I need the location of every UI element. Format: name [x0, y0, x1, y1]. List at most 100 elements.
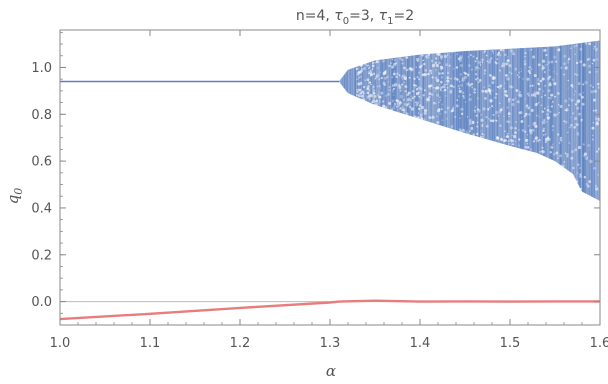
q0-band-speckle — [492, 52, 494, 54]
q0-band-speckle — [481, 135, 485, 139]
q0-band-speckle — [378, 91, 380, 93]
q0-band-speckle — [442, 90, 444, 92]
q0-band-speckle — [401, 108, 404, 112]
q0-band-speckle — [439, 99, 441, 101]
q0-band-speckle — [532, 93, 537, 97]
q0-band-speckle — [415, 101, 419, 105]
q0-band-speckle — [474, 111, 477, 113]
q0-band-speckle — [396, 103, 399, 105]
q0-band-speckle — [451, 51, 454, 54]
q0-band-speckle — [508, 84, 513, 89]
q0-band-speckle — [537, 139, 540, 142]
q0-band-speckle — [399, 57, 402, 60]
q0-band-speckle — [391, 99, 395, 103]
q0-band-speckle — [584, 42, 588, 45]
q0-band-speckle — [355, 67, 359, 71]
q0-band-speckle — [374, 61, 377, 64]
q0-band-speckle — [415, 57, 420, 62]
q0-band-speckle — [533, 121, 537, 126]
q0-band-speckle — [393, 58, 397, 62]
q0-band-speckle — [466, 132, 469, 135]
q0-band-speckle — [478, 110, 481, 113]
q0-band-speckle — [536, 82, 540, 85]
q0-band-speckle — [496, 58, 499, 61]
q0-band-speckle — [398, 84, 402, 88]
q0-band-speckle — [390, 108, 394, 112]
q0-band-speckle — [549, 151, 552, 154]
q0-band-speckle — [368, 89, 371, 92]
q0-band-speckle — [490, 57, 493, 60]
q0-band-speckle — [580, 95, 584, 99]
q0-band-speckle — [405, 112, 409, 116]
q0-band-speckle — [518, 77, 520, 79]
q0-band-speckle — [357, 71, 361, 75]
q0-band-speckle — [356, 73, 360, 76]
q0-band-speckle — [590, 90, 594, 94]
q0-band-speckle — [418, 65, 422, 69]
y-tick-label: 0.6 — [31, 155, 52, 170]
q0-band-speckle — [563, 74, 566, 76]
q0-band-speckle — [549, 82, 551, 84]
q0-band-speckle — [554, 83, 557, 85]
q0-band-speckle — [441, 67, 444, 70]
q0-band-speckle — [533, 91, 537, 95]
q0-band-speckle — [593, 89, 597, 93]
q0-band-speckle — [537, 102, 540, 104]
q0-band-speckle — [463, 96, 465, 99]
q0-band-speckle — [391, 58, 394, 61]
x-tick-label: 1.6 — [590, 336, 608, 351]
q0-band-speckle — [508, 64, 512, 68]
q0-band-speckle — [459, 56, 463, 60]
q0-band-speckle — [362, 92, 365, 95]
q0-band-speckle — [445, 95, 447, 97]
q0-band-speckle — [403, 66, 406, 70]
q0-band-speckle — [377, 77, 381, 81]
q0-band-speckle — [391, 84, 395, 87]
q0-band-speckle — [557, 157, 560, 160]
q0-band-speckle — [543, 119, 546, 122]
q0-band-speckle — [541, 77, 545, 81]
q0-band-speckle — [508, 71, 511, 74]
q0-band-speckle — [576, 172, 579, 174]
q0-band-speckle — [371, 64, 375, 68]
q0-band-speckle — [527, 106, 531, 110]
q0-band-speckle — [560, 164, 564, 168]
q0-band-speckle — [393, 70, 395, 72]
q0-band-speckle — [523, 60, 526, 63]
q0-band-speckle — [596, 120, 599, 123]
q0-band-speckle — [475, 114, 478, 117]
q0-band-speckle — [359, 95, 362, 98]
q0-band-speckle — [387, 81, 390, 83]
q0-band-speckle — [362, 90, 364, 93]
q0-band-speckle — [542, 48, 546, 52]
q0-band-speckle — [579, 60, 583, 64]
q0-band-speckle — [397, 105, 399, 108]
q0-band-speckle — [366, 78, 370, 82]
q0-band-speckle — [460, 112, 464, 116]
q0-band-speckle — [549, 110, 552, 113]
q0-band-speckle — [462, 77, 464, 79]
q0-band-speckle — [594, 109, 597, 112]
q0-band-speckle — [557, 104, 560, 106]
q0-band-speckle — [380, 91, 384, 95]
q0-band-speckle — [355, 93, 359, 97]
q0-band-speckle — [423, 118, 426, 121]
q0-band-speckle — [418, 95, 421, 98]
q0-band-speckle — [368, 71, 373, 75]
q0-band-speckle — [526, 142, 529, 145]
q0-band-speckle — [439, 84, 441, 86]
q0-band-speckle — [546, 116, 550, 120]
q0-band-speckle — [515, 121, 517, 123]
q0-band-speckle — [382, 71, 387, 75]
q0-band-speckle — [469, 83, 472, 86]
q0-band-speckle — [494, 96, 497, 99]
q0-band-speckle — [357, 76, 360, 79]
q0-band-speckle — [357, 94, 361, 98]
q0-band-speckle — [367, 85, 370, 88]
q0-band-speckle — [399, 101, 402, 104]
q0-band-speckle — [550, 93, 554, 97]
q0-band-speckle — [524, 130, 527, 133]
q0-band-speckle — [589, 159, 593, 164]
q0-band-speckle — [514, 131, 517, 134]
q0-band-speckle — [471, 120, 475, 124]
